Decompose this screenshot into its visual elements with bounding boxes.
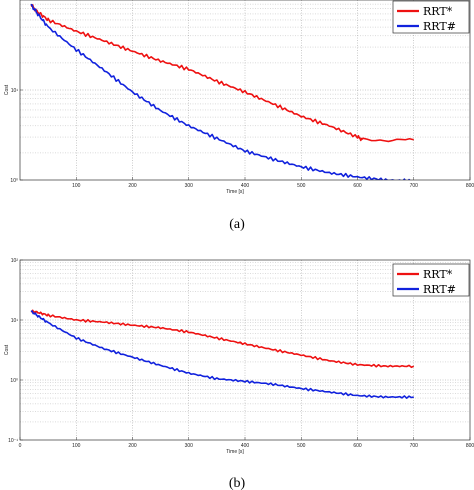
x-axis-label: Time [s] [226, 449, 244, 455]
x-tick-label: 800 [466, 443, 474, 449]
x-tick-label: 100 [72, 183, 81, 189]
y-tick-label: 10⁻¹ [8, 438, 18, 444]
y-tick-label: 10⁰ [10, 378, 18, 384]
x-tick-label: 500 [297, 183, 306, 189]
x-axis: 100 200 300 400 500 600 700 800 [72, 177, 474, 189]
series-line-rrt-sharp [30, 310, 414, 399]
legend: RRT* RRT# [392, 0, 470, 34]
y-tick-label: 10¹ [11, 88, 19, 94]
chart-panel-a: 100 200 300 400 500 600 700 800 Time [s] 10¹ 10⁰ Co… [4, 0, 474, 232]
x-tick-label: 600 [353, 183, 362, 189]
x-tick-label: 200 [128, 443, 137, 449]
x-tick-label: 300 [185, 443, 194, 449]
y-axis: 10¹ 10⁰ [10, 88, 23, 184]
legend-label: RRT* [423, 5, 453, 18]
x-tick-label: 500 [297, 443, 306, 449]
x-tick-label: 300 [185, 183, 194, 189]
series-line-rrt-star [30, 3, 414, 143]
series-line-rrt-sharp [30, 3, 411, 180]
series-group [30, 309, 415, 399]
legend-box [392, 0, 470, 34]
series-line-rrt-star [30, 309, 415, 369]
x-tick-label: 400 [241, 183, 250, 189]
x-tick-label: 800 [466, 183, 474, 189]
x-tick-label: 600 [353, 443, 362, 449]
y-axis: 10² 10¹ 10⁰ 10⁻¹ [8, 258, 23, 444]
x-axis-label: Time [s] [226, 189, 244, 195]
y-axis-label: Cost [4, 84, 10, 95]
legend: RRT* RRT# [392, 263, 470, 297]
x-tick-label: 100 [72, 443, 81, 449]
x-tick-label: 200 [128, 183, 137, 189]
series-group [30, 3, 414, 180]
legend-label: RRT* [423, 268, 453, 281]
y-tick-label: 10² [11, 258, 19, 264]
y-tick-label: 10⁰ [10, 178, 18, 184]
y-axis-label: Cost [4, 344, 10, 355]
x-tick-label: 700 [410, 183, 419, 189]
y-tick-label: 10¹ [11, 318, 19, 324]
panel-caption: (a) [229, 217, 245, 232]
panel-caption: (b) [229, 476, 246, 490]
x-tick-label: 0 [19, 443, 22, 449]
legend-label: RRT# [423, 283, 456, 296]
legend-label: RRT# [423, 20, 456, 33]
x-axis: 0 100 200 300 400 500 600 700 800 [19, 437, 474, 449]
legend-box [392, 263, 470, 297]
x-tick-label: 400 [241, 443, 250, 449]
x-tick-label: 700 [410, 443, 419, 449]
